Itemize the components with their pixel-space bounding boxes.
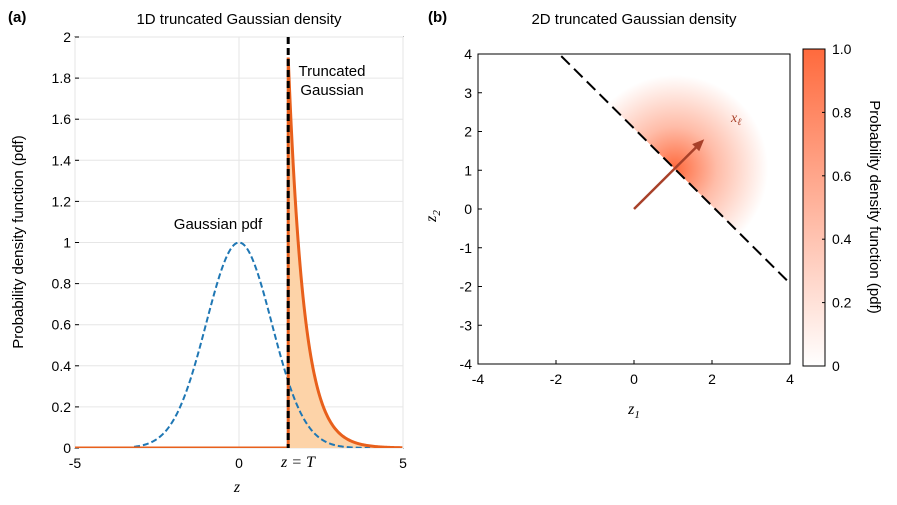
- panel-a-ylabel: Probability density function (pdf): [10, 135, 27, 348]
- direction-arrow: [633, 145, 699, 210]
- panel-a: (a) 1D truncated Gaussian density Probab…: [8, 9, 407, 496]
- y-tick-label: 0: [63, 440, 71, 456]
- truncated-annotation-line2: Gaussian: [300, 82, 363, 99]
- arrow-label-sub: ℓ: [737, 117, 741, 128]
- y-tick-label: 2: [63, 29, 71, 45]
- panel-b-ylabel-sub: 2: [431, 210, 443, 216]
- colorbar-ticks: 0 0.2 0.4 0.6 0.8 1.0: [822, 41, 852, 374]
- colorbar-tick-label: 0.2: [832, 295, 852, 311]
- panel-b: (b) 2D truncated Gaussian density -4 -2 0 2…: [423, 9, 883, 421]
- truncated-gaussian-fill: [288, 57, 403, 448]
- direction-arrow-head: [692, 139, 705, 152]
- panel-b-xlabel-main: z: [627, 401, 635, 418]
- colorbar-tick-label: 0.8: [832, 104, 852, 120]
- y-tick-label: 0: [464, 201, 472, 217]
- panel-b-ylabel: z2: [423, 210, 443, 223]
- colorbar-tick-label: 0: [832, 358, 840, 374]
- y-tick-label: 0.4: [52, 358, 72, 374]
- truncated-gaussian-line: [75, 57, 403, 448]
- x-tick-label: -2: [550, 371, 563, 387]
- arrow-label: xℓ: [730, 111, 741, 128]
- y-tick-label: -4: [460, 356, 473, 372]
- panel-b-ticks: -4 -2 0 2 4 -4 -3 -2 -1 0 1 2 3 4: [460, 46, 795, 387]
- panel-a-ticks: -5 0 500.20.40.60.811.21.41.61.82: [52, 29, 408, 471]
- y-tick-label: -1: [460, 240, 473, 256]
- y-tick-label: 1: [464, 162, 472, 178]
- threshold-label: z = T: [280, 454, 316, 471]
- y-tick-label: 2: [464, 124, 472, 140]
- truncation-boundary-line: [557, 54, 790, 285]
- y-tick-label: 1.2: [52, 193, 72, 209]
- gaussian-pdf-annotation: Gaussian pdf: [174, 216, 263, 233]
- gaussian-pdf-line: [133, 241, 371, 448]
- x-tick-label: -5: [69, 455, 82, 471]
- y-tick-label: 0.8: [52, 276, 72, 292]
- x-tick-label: 0: [235, 455, 243, 471]
- y-tick-label: -3: [460, 317, 473, 333]
- x-tick-label: -4: [472, 371, 485, 387]
- colorbar-label: Probability density function (pdf): [866, 100, 883, 313]
- colorbar-tick-label: 0.4: [832, 231, 852, 247]
- y-tick-label: 4: [464, 46, 472, 62]
- x-tick-label: 0: [630, 371, 638, 387]
- y-tick-label: -2: [460, 279, 473, 295]
- y-tick-label: 1.6: [52, 111, 72, 127]
- x-tick-label: 5: [399, 455, 407, 471]
- y-tick-label: 1.4: [52, 152, 72, 168]
- truncated-density-region: [559, 54, 790, 284]
- panel-b-title: 2D truncated Gaussian density: [531, 11, 737, 28]
- y-tick-label: 0.6: [52, 317, 72, 333]
- y-tick-label: 1: [63, 235, 71, 251]
- colorbar: [802, 48, 826, 367]
- panel-a-xlabel: z: [233, 479, 241, 496]
- truncated-annotation-line1: Truncated: [299, 63, 366, 80]
- panel-b-xlabel-sub: 1: [634, 409, 640, 421]
- y-tick-label: 3: [464, 85, 472, 101]
- colorbar-tick-label: 1.0: [832, 41, 852, 57]
- y-tick-label: 1.8: [52, 70, 72, 86]
- panel-b-ylabel-main: z: [423, 215, 440, 223]
- arrow-label-main: x: [730, 111, 738, 126]
- colorbar-tick-label: 0.6: [832, 168, 852, 184]
- y-tick-label: 0.2: [52, 399, 72, 415]
- panel-a-label: (a): [8, 9, 26, 26]
- x-tick-label: 2: [708, 371, 716, 387]
- panel-b-xlabel: z1: [627, 401, 640, 421]
- x-tick-label: 4: [786, 371, 794, 387]
- panel-b-label: (b): [428, 9, 447, 26]
- panel-a-title: 1D truncated Gaussian density: [136, 11, 342, 28]
